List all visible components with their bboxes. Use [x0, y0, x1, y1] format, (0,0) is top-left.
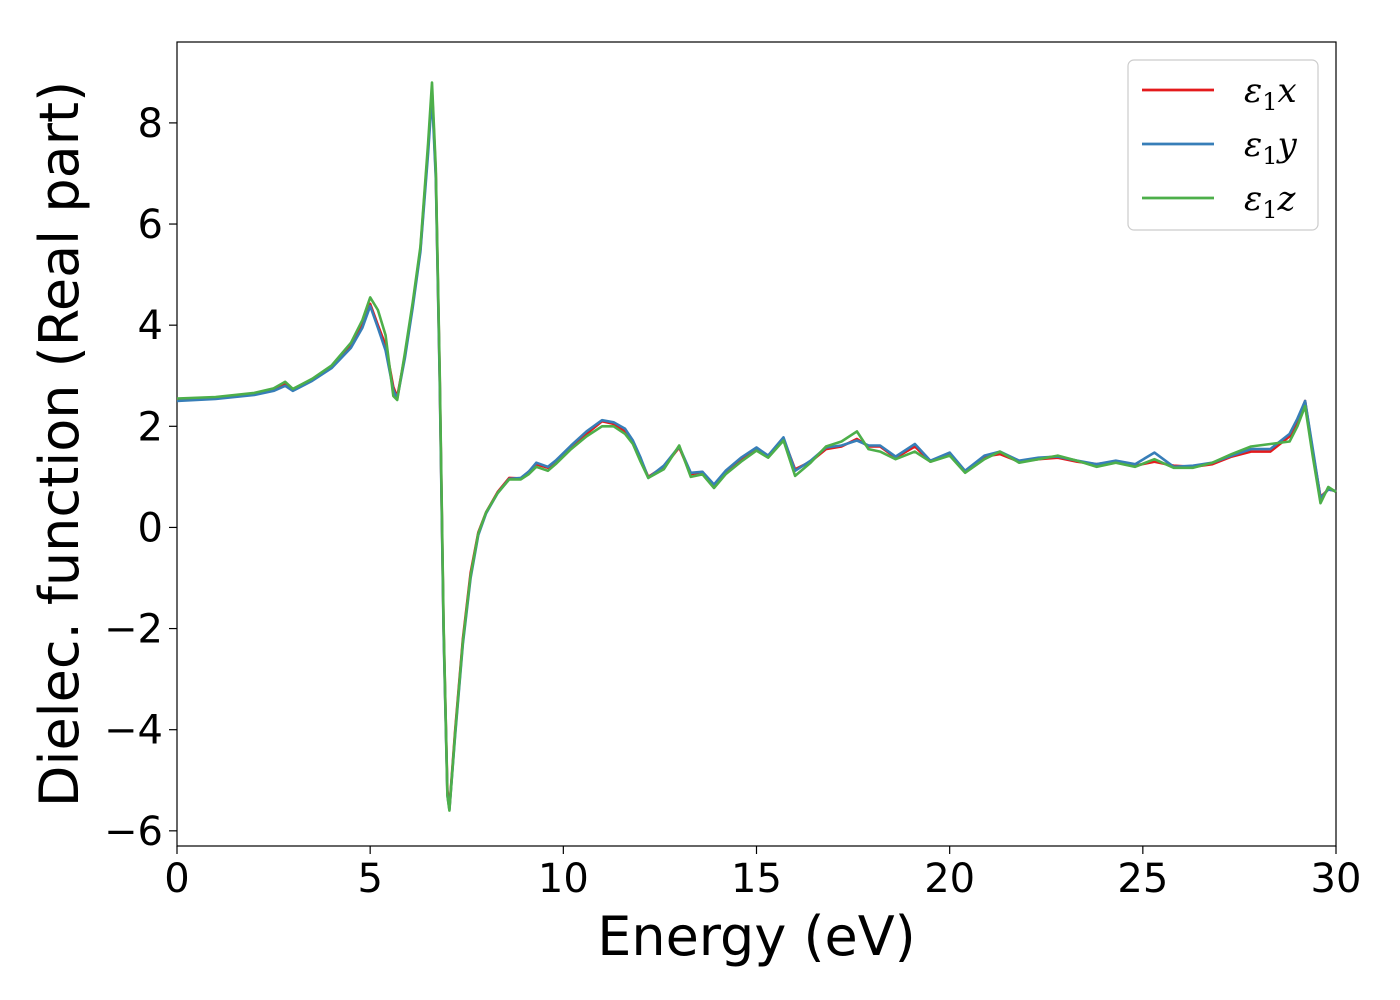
y-tick-label: 0 [138, 505, 163, 551]
y-tick-label: 4 [138, 303, 163, 349]
legend-label-x: ε1x [1244, 71, 1297, 116]
x-tick-label: 10 [538, 856, 589, 902]
plot-area: 0 5 10 15 20 25 30 −6 −4 −2 0 2 4 6 8 [104, 41, 1361, 902]
x-tick-label: 15 [731, 856, 782, 902]
x-tick-label: 25 [1117, 856, 1168, 902]
x-tick-label: 5 [357, 856, 382, 902]
y-tick-label: 2 [138, 404, 163, 450]
legend-label-y: ε1y [1244, 125, 1298, 170]
y-axis-title: Dielec. function (Real part) [28, 81, 91, 807]
y-tick-label: 8 [138, 101, 163, 147]
legend: ε1x ε1y ε1z [1127, 59, 1319, 231]
y-axis-ticks: −6 −4 −2 0 2 4 6 8 [104, 101, 177, 855]
y-tick-label: −6 [104, 809, 163, 855]
x-tick-label: 0 [164, 856, 189, 902]
y-tick-label: −2 [104, 607, 163, 653]
y-tick-label: −4 [104, 708, 163, 754]
legend-label-z: ε1z [1244, 179, 1297, 224]
series-line-z [176, 81, 1337, 812]
x-tick-label: 20 [924, 856, 975, 902]
x-tick-label: 30 [1311, 856, 1362, 902]
x-axis-title: Energy (eV) [597, 905, 916, 968]
y-tick-label: 6 [138, 202, 163, 248]
x-axis-ticks: 0 5 10 15 20 25 30 [164, 846, 1361, 902]
series-layer [176, 81, 1337, 812]
legend-box [1127, 59, 1319, 231]
